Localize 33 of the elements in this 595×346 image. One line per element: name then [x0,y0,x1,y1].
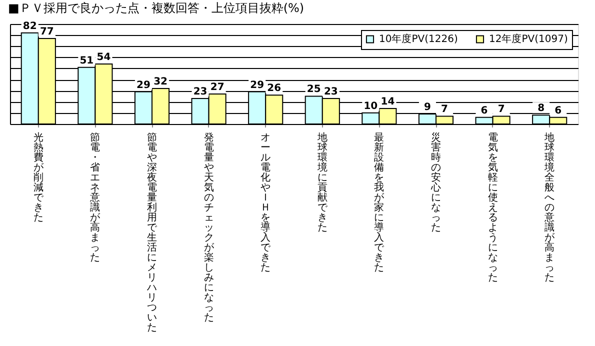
data-label: 29 [250,80,264,91]
data-label: 77 [40,26,54,38]
category-label: オール電化やＩＨを導入できた [260,132,271,274]
data-label: 6 [480,105,488,116]
data-label: 51 [80,55,94,66]
data-label: 54 [96,52,111,63]
data-label: 25 [306,84,321,96]
category-label: 最新設備を我が家に導入できた [374,132,384,274]
category-label: 節電・省エネ意識が高まった [90,132,100,264]
category-label: 節電や深夜電量利用で生活にメリハリついた [147,132,157,334]
data-label: 29 [136,80,150,91]
category-label: 災害時の安心になった [431,132,441,234]
data-label: 10 [364,100,378,112]
data-label: 27 [210,82,224,93]
data-label: 7 [441,104,448,116]
data-label: 32 [154,76,168,88]
category-label: 地球環境に貢献できた [317,132,328,234]
category-label: 電気を気軽に使えるようになった [488,132,498,284]
legend-label: 10年度PV(1226) [379,33,458,46]
category-label: 地球環境全般への意識が高まった [544,132,555,284]
data-label: 8 [538,103,545,114]
data-label: 23 [324,86,338,98]
data-label: 7 [498,104,505,116]
chart-title: ■ＰＶ採用で良かった点・複数回答・上位項目抜粋(%) [8,1,304,15]
category-label: 発電量や天気のチェックが楽しみになった [204,132,214,324]
category-label: 光熱費が削減できた [33,132,44,224]
data-label: 82 [22,20,37,32]
legend-label: 12年度PV(1097) [489,33,568,46]
data-label: 23 [193,86,208,98]
data-label: 26 [267,83,282,94]
data-label: 9 [424,102,431,113]
data-label: 14 [380,96,395,108]
data-label: 6 [554,105,562,116]
